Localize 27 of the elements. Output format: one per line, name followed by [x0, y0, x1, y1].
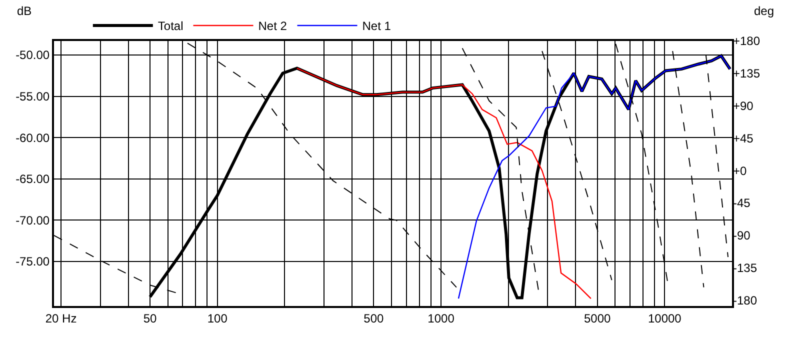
y2-tick-label: -45 — [733, 196, 751, 210]
y-tick-label: -70.00 — [16, 213, 50, 228]
y2-tick-label: +90 — [733, 99, 754, 114]
y-tick-label: -65.00 — [16, 172, 50, 186]
y-axis-title: dB — [17, 4, 32, 18]
x-tick-label: 20 Hz — [45, 311, 77, 326]
y2-tick-label: -90 — [733, 228, 751, 243]
y-tick-label: -60.00 — [16, 130, 50, 145]
legend-label: Net 1 — [362, 19, 392, 34]
y-tick-label: -50.00 — [16, 48, 50, 62]
x-tick-label: 10000 — [648, 311, 682, 326]
y-tick-label: -75.00 — [16, 254, 50, 269]
x-tick-label: 1000 — [428, 311, 455, 326]
x-tick-label: 50 — [143, 311, 158, 326]
legend-label: Net 2 — [258, 19, 288, 34]
y2-tick-label: +135 — [733, 66, 760, 81]
y2-tick-label: +45 — [733, 131, 754, 146]
y2-tick-label: -180 — [733, 293, 758, 308]
y2-tick-label: -135 — [733, 261, 758, 276]
y2-tick-label: +180 — [733, 34, 760, 48]
y2-tick-label: +0 — [733, 164, 748, 178]
legend-label: Total — [158, 19, 184, 34]
y-tick-label: -55.00 — [16, 90, 50, 104]
x-tick-label: 5000 — [584, 311, 612, 326]
x-tick-label: 500 — [364, 311, 384, 326]
y2-axis-title: deg — [754, 4, 774, 18]
x-tick-label: 100 — [207, 311, 228, 326]
